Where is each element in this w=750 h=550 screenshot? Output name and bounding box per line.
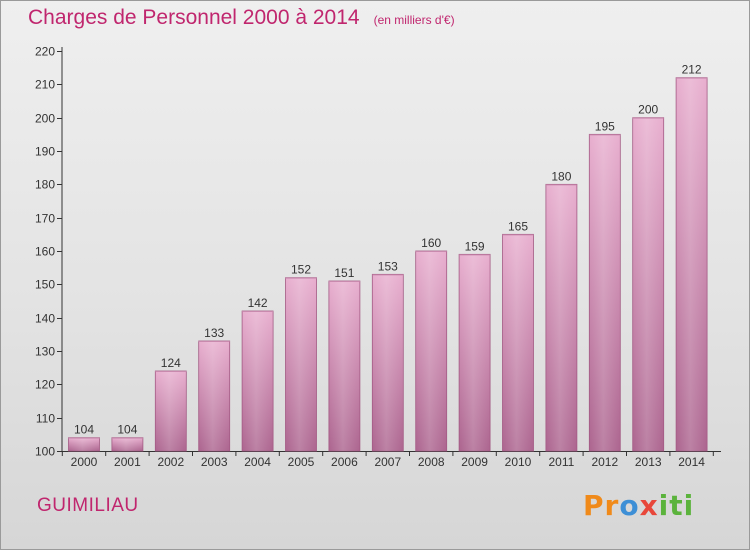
- y-tick-label: 200: [35, 112, 55, 126]
- x-tick-label: 2001: [114, 455, 141, 469]
- axes: 100 110 120 130 140 150 160 170 180 190 200 210 220 2…: [35, 45, 721, 469]
- bar-shine: [69, 438, 99, 451]
- value-labels: 104 104 124 133 142 152 151 153 160 159 165 180 195 2…: [74, 63, 702, 437]
- bar-shine: [546, 185, 576, 452]
- chart-title: Charges de Personnel 2000 à 2014 (en mill…: [28, 6, 455, 30]
- value-label: 104: [74, 423, 94, 437]
- value-label: 180: [551, 169, 571, 183]
- bar-shine: [243, 312, 273, 451]
- value-label: 153: [378, 259, 398, 273]
- bar-shine: [633, 118, 663, 452]
- value-label: 195: [595, 119, 615, 133]
- bars: [68, 77, 708, 452]
- y-tick-label: 120: [35, 378, 55, 392]
- y-tick-label: 110: [36, 412, 55, 426]
- chart-title-text: Charges de Personnel 2000 à 2014: [28, 6, 360, 29]
- x-tick-label: 2000: [71, 455, 98, 469]
- bar-shine: [373, 275, 403, 451]
- value-label: 133: [204, 326, 224, 340]
- y-tick-label: 150: [35, 278, 55, 292]
- value-label: 152: [291, 263, 311, 277]
- value-label: 200: [638, 103, 658, 117]
- value-label: 165: [508, 219, 528, 233]
- bar-shine: [199, 342, 229, 451]
- x-tick-label: 2003: [201, 455, 228, 469]
- bar-shine: [156, 372, 186, 451]
- bar-shine: [112, 438, 142, 451]
- x-tick-label: 2005: [288, 455, 315, 469]
- bar-shine: [590, 135, 620, 452]
- bar-shine: [460, 255, 490, 451]
- bar-shine: [286, 278, 316, 451]
- value-label: 212: [682, 63, 702, 77]
- bar-shine: [677, 78, 707, 452]
- y-tick-label: 220: [35, 45, 55, 59]
- value-label: 159: [465, 239, 485, 253]
- bar-shine: [329, 282, 359, 451]
- proxiti-logo[interactable]: Proxiti: [583, 489, 695, 522]
- chart-subtitle: (en milliers d'€): [373, 13, 455, 27]
- y-tick-label: 160: [35, 245, 55, 259]
- y-tick-label: 190: [35, 145, 55, 159]
- y-tick-label: 100: [35, 445, 55, 459]
- x-tick-label: 2007: [374, 455, 401, 469]
- x-tick-label: 2010: [505, 455, 532, 469]
- y-tick-label: 210: [35, 78, 55, 92]
- bar-shine: [503, 235, 533, 451]
- y-tick-label: 140: [35, 312, 55, 326]
- value-label: 151: [334, 266, 354, 280]
- value-label: 104: [117, 423, 137, 437]
- x-tick-label: 2013: [635, 455, 662, 469]
- bar-shine: [416, 252, 446, 451]
- x-tick-label: 2008: [418, 455, 445, 469]
- value-label: 124: [161, 356, 181, 370]
- y-tick-label: 170: [35, 212, 55, 226]
- x-tick-label: 2014: [678, 455, 705, 469]
- x-tick-label: 2009: [461, 455, 488, 469]
- commune-name: GUIMILIAU: [37, 495, 139, 516]
- value-label: 160: [421, 236, 441, 250]
- y-tick-label: 130: [35, 345, 55, 359]
- x-tick-label: 2004: [244, 455, 271, 469]
- x-tick-label: 2012: [591, 455, 618, 469]
- x-tick-label: 2011: [548, 455, 574, 469]
- value-label: 142: [248, 296, 268, 310]
- x-tick-label: 2002: [157, 455, 184, 469]
- y-tick-label: 180: [35, 178, 55, 192]
- x-tick-label: 2006: [331, 455, 358, 469]
